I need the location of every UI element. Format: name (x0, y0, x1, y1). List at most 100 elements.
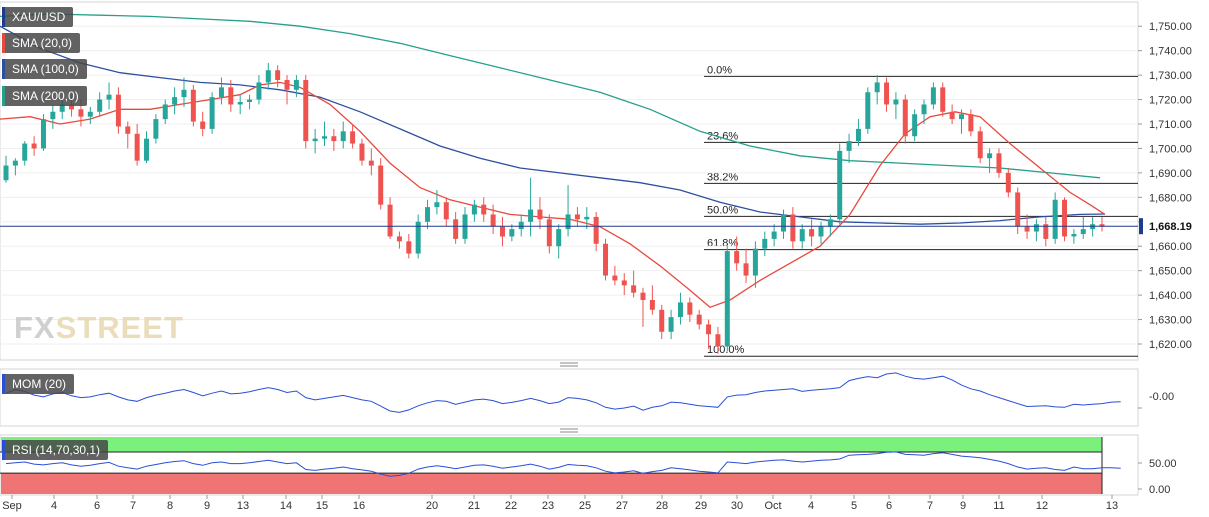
candle (893, 92, 899, 120)
candle-body (293, 80, 299, 90)
legend-sma20[interactable]: SMA (20,0) (2, 33, 81, 53)
price-tick-label: 1,720.00 (1149, 95, 1192, 107)
candle (930, 82, 936, 110)
candle-body (556, 229, 562, 247)
candle-body (471, 204, 477, 215)
candle-body (368, 160, 374, 166)
candle (153, 114, 159, 144)
time-tick-label: 12 (1036, 500, 1048, 512)
candle-body (537, 209, 543, 220)
candle-body (200, 121, 206, 129)
candle (22, 141, 28, 166)
candle-body (359, 143, 365, 161)
candle (818, 221, 824, 244)
candle-body (743, 263, 749, 276)
candle-body (893, 99, 899, 105)
candle-body (415, 221, 421, 254)
sma200-line (0, 13, 1101, 179)
candle-body (846, 141, 852, 151)
candle-body (565, 214, 571, 230)
mom-axis: -0.00 (1138, 391, 1174, 409)
candle-body (378, 165, 384, 205)
candle (781, 209, 787, 239)
candle (518, 214, 524, 237)
candle (200, 111, 206, 137)
candle (715, 326, 721, 354)
legend-mom[interactable]: MOM (20) (2, 374, 74, 394)
candle-body (781, 214, 787, 232)
time-tick-label: 21 (468, 500, 480, 512)
last-price-marker (1139, 218, 1143, 235)
candle-body (31, 143, 37, 149)
candle (190, 84, 196, 127)
candle-body (509, 229, 515, 237)
candle (734, 236, 740, 271)
legend-sma100[interactable]: SMA (100,0) (2, 59, 87, 79)
price-tick-label: 1,730.00 (1149, 70, 1192, 82)
candle-body (696, 314, 702, 325)
legend-instrument-label: XAU/USD (12, 10, 66, 24)
time-tick-label: Oct (764, 500, 781, 512)
last-price-line: 1,668.19 (0, 218, 1199, 235)
fib-level-label: 23.6% (707, 130, 738, 142)
candle-body (490, 214, 496, 227)
candle (181, 77, 187, 107)
candle-body (884, 82, 890, 105)
candle-body (396, 236, 402, 242)
candle (743, 248, 749, 283)
price-tick-label: 1,680.00 (1149, 192, 1192, 204)
time-tick-label: 13 (237, 500, 249, 512)
time-tick-label: 30 (731, 500, 743, 512)
candle (115, 87, 121, 134)
fib-level-label: 38.2% (707, 171, 738, 183)
candle (584, 207, 590, 230)
price-tick-label: 1,740.00 (1149, 46, 1192, 58)
candle-body (22, 143, 28, 161)
candle (293, 75, 299, 98)
panel-splitter-1[interactable] (560, 362, 578, 367)
candle-body (3, 165, 9, 181)
candle (977, 126, 983, 164)
candle-body (256, 82, 262, 100)
candle-body (312, 138, 318, 142)
candle-body (1062, 199, 1068, 237)
candle (1005, 168, 1011, 198)
candle (640, 287, 646, 327)
candle (912, 109, 918, 142)
candle (434, 190, 440, 215)
candle-body (621, 280, 627, 286)
candle-body (968, 114, 974, 132)
candle-body (771, 231, 777, 239)
candle-body (12, 160, 18, 166)
legend-sma200[interactable]: SMA (200,0) (2, 86, 87, 106)
candle (368, 148, 374, 176)
legend-rsi[interactable]: RSI (14,70,30,1) (2, 440, 109, 460)
candle (1043, 216, 1049, 247)
candle (415, 214, 421, 259)
mom-swatch (2, 374, 5, 394)
legend-instrument[interactable]: XAU/USD (2, 7, 74, 27)
candle (31, 136, 37, 156)
candle-body (762, 238, 768, 249)
candle-body (977, 131, 983, 159)
candle-body (1071, 234, 1077, 237)
candle-body (162, 104, 168, 120)
candle (1099, 216, 1105, 232)
candle-body (752, 248, 758, 276)
candle-body (350, 131, 356, 144)
candle (247, 94, 253, 110)
panel-splitter-2[interactable] (560, 428, 578, 433)
candle-body (453, 219, 459, 239)
time-tick-label: 6 (886, 500, 892, 512)
candle (865, 87, 871, 134)
candle-body (172, 97, 178, 105)
candle (940, 82, 946, 117)
mom-line (5, 372, 1121, 413)
time-tick-label: 11 (993, 500, 1004, 512)
fib-level-label: 100.0% (707, 344, 745, 356)
candle-body (603, 243, 609, 276)
candle-body (434, 202, 440, 208)
candle (752, 241, 758, 288)
main-panel (0, 1, 1139, 361)
